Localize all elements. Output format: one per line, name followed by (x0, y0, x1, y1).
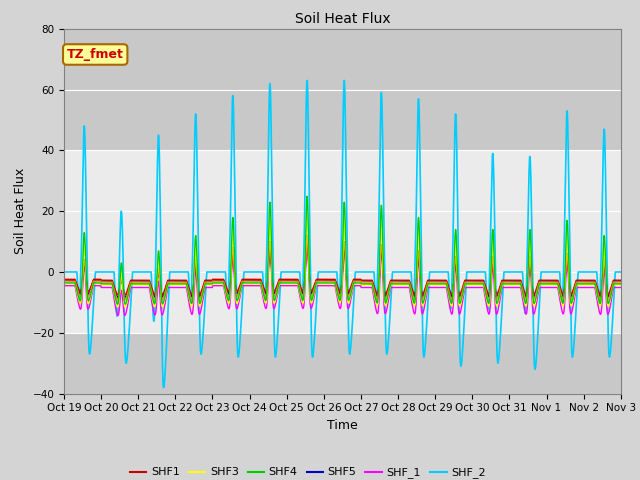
Line: SHF2: SHF2 (64, 236, 621, 300)
SHF4 (617, 281, 625, 287)
SHF_1 (121, 312, 129, 318)
SHF5 (303, 233, 311, 239)
SHF5 (505, 278, 513, 284)
SHF5 (617, 278, 625, 284)
SHF1 (216, 276, 223, 282)
Line: SHF1: SHF1 (64, 242, 621, 295)
Line: SHF_1: SHF_1 (64, 236, 621, 315)
SHF_2 (303, 78, 311, 84)
SHF1 (359, 277, 367, 283)
SHF_1 (303, 233, 311, 239)
SHF3 (303, 212, 311, 217)
SHF_2 (617, 269, 625, 275)
SHF_1 (617, 285, 625, 290)
SHF4 (114, 301, 122, 307)
SHF5 (371, 288, 379, 294)
Line: SHF5: SHF5 (64, 236, 621, 297)
SHF4 (216, 280, 223, 286)
SHF2 (114, 297, 122, 303)
SHF4 (505, 281, 513, 287)
SHF_1 (216, 283, 223, 288)
SHF1 (584, 277, 591, 283)
Bar (64, 29, 621, 150)
Bar (64, 333, 621, 394)
SHF2 (568, 294, 576, 300)
SHF5 (216, 277, 223, 283)
SHF1 (371, 286, 379, 292)
SHF_1 (359, 285, 367, 290)
Legend: SHF1, SHF2, SHF3, SHF4, SHF5, SHF_1, SHF_2: SHF1, SHF2, SHF3, SHF4, SHF5, SHF_1, SHF… (125, 463, 490, 480)
Line: SHF3: SHF3 (64, 215, 621, 307)
SHF3 (617, 282, 625, 288)
SHF5 (359, 278, 367, 284)
SHF1 (505, 277, 513, 283)
SHF_1 (60, 283, 68, 288)
SHF3 (505, 282, 513, 288)
SHF_1 (584, 285, 591, 290)
SHF3 (584, 282, 591, 288)
SHF4 (568, 299, 576, 305)
SHF_2 (359, 269, 367, 275)
SHF3 (371, 296, 379, 301)
Y-axis label: Soil Heat Flux: Soil Heat Flux (14, 168, 27, 254)
SHF3 (568, 301, 576, 307)
SHF5 (584, 278, 591, 284)
SHF1 (303, 239, 311, 245)
SHF4 (303, 193, 311, 199)
SHF4 (584, 281, 591, 287)
SHF_2 (505, 269, 513, 275)
SHF_1 (371, 301, 379, 307)
SHF3 (60, 281, 68, 287)
SHF_2 (371, 287, 379, 292)
SHF3 (359, 282, 367, 288)
SHF2 (617, 279, 625, 285)
X-axis label: Time: Time (327, 419, 358, 432)
SHF_1 (568, 308, 576, 314)
SHF5 (568, 292, 576, 298)
SHF_2 (60, 269, 68, 275)
SHF3 (122, 304, 129, 310)
SHF_2 (568, 353, 576, 359)
SHF_2 (160, 384, 168, 390)
SHF5 (60, 277, 68, 283)
SHF1 (617, 277, 625, 283)
SHF4 (359, 281, 367, 287)
SHF1 (568, 290, 576, 296)
SHF_2 (584, 269, 591, 275)
Title: Soil Heat Flux: Soil Heat Flux (294, 12, 390, 26)
SHF1 (114, 292, 122, 298)
SHF2 (303, 233, 311, 239)
SHF2 (60, 278, 68, 284)
SHF2 (505, 279, 513, 285)
SHF2 (584, 279, 591, 285)
SHF4 (371, 294, 379, 300)
SHF1 (60, 276, 68, 282)
Line: SHF_2: SHF_2 (64, 81, 621, 387)
SHF2 (216, 278, 223, 284)
SHF2 (359, 279, 367, 285)
Line: SHF4: SHF4 (64, 196, 621, 304)
Text: TZ_fmet: TZ_fmet (67, 48, 124, 61)
SHF4 (60, 280, 68, 286)
SHF3 (216, 281, 223, 287)
SHF2 (371, 290, 379, 296)
SHF5 (114, 294, 122, 300)
SHF_2 (216, 269, 223, 275)
SHF_1 (505, 285, 513, 290)
